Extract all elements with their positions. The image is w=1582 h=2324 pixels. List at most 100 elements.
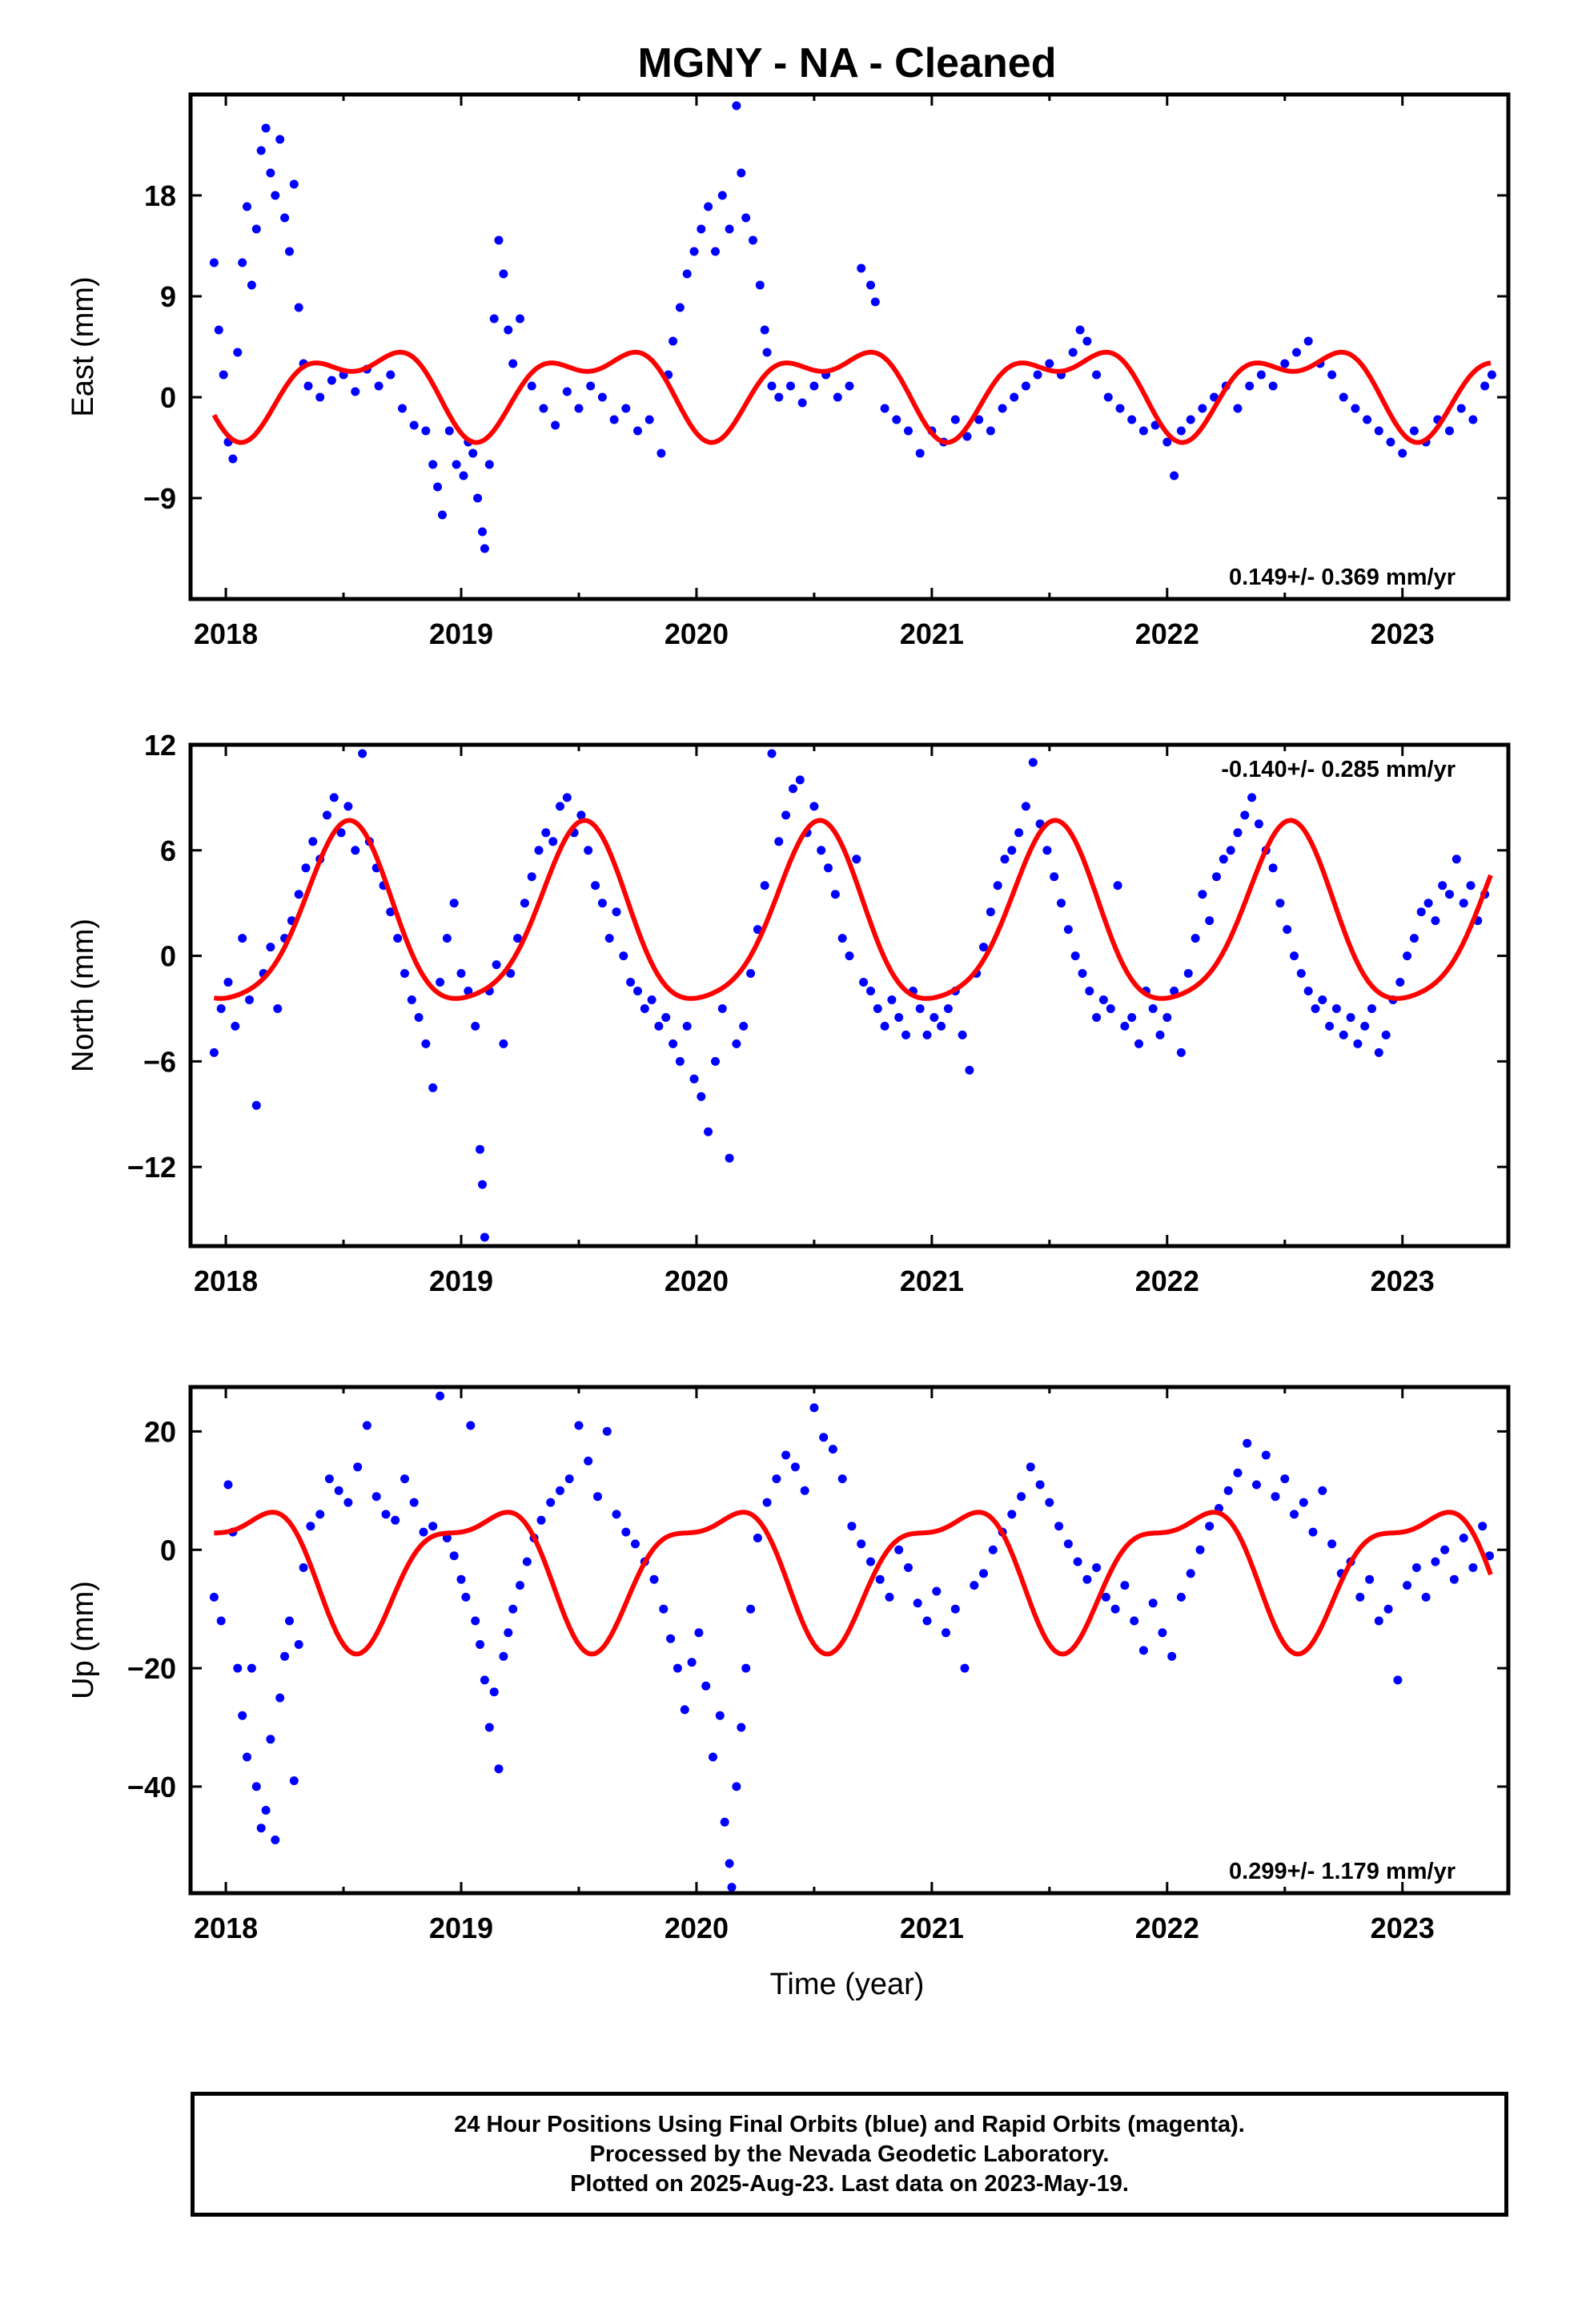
- east-data-point: [974, 415, 984, 424]
- north-data-point: [1127, 1013, 1137, 1022]
- up-data-point: [680, 1705, 689, 1715]
- up-data-point: [720, 1817, 729, 1827]
- up-data-point: [251, 1782, 261, 1791]
- north-data-point: [527, 872, 536, 882]
- north-data-point: [400, 969, 409, 978]
- up-data-point: [471, 1616, 480, 1626]
- north-data-point: [1183, 969, 1193, 978]
- north-data-point: [1466, 881, 1476, 891]
- up-data-point: [466, 1421, 476, 1430]
- up-data-point: [461, 1592, 471, 1602]
- north-data-point: [480, 1232, 489, 1242]
- north-x-tick-label: 2021: [900, 1265, 964, 1297]
- north-data-point: [937, 1021, 946, 1031]
- east-data-point: [1480, 381, 1490, 391]
- north-data-point: [393, 934, 403, 943]
- east-x-tick-label: 2021: [900, 617, 964, 650]
- east-data-point: [409, 420, 419, 430]
- up-data-point: [261, 1806, 271, 1815]
- up-data-point: [1063, 1539, 1073, 1549]
- up-data-point: [1449, 1574, 1459, 1584]
- up-data-point: [436, 1391, 445, 1401]
- up-data-point: [1440, 1545, 1450, 1554]
- up-data-point: [1007, 1510, 1017, 1519]
- east-data-point: [998, 404, 1007, 413]
- north-data-point: [717, 1004, 727, 1013]
- east-data-marks: [209, 101, 1496, 553]
- north-data-point: [647, 995, 656, 1004]
- up-data-point: [584, 1456, 593, 1466]
- north-data-point: [901, 1030, 910, 1039]
- up-data-point: [266, 1735, 275, 1744]
- north-data-point: [817, 846, 826, 855]
- north-data-point: [1063, 925, 1073, 935]
- footer-line-1: 24 Hour Positions Using Final Orbits (bl…: [454, 2112, 1245, 2137]
- east-data-point: [1245, 381, 1255, 391]
- up-data-point: [476, 1640, 484, 1649]
- east-panel: 2018 2019 2020 2021 2022 2023 −9 0 9 18 East (mm)…: [66, 92, 1511, 650]
- up-data-point: [391, 1515, 400, 1525]
- up-data-point: [1054, 1522, 1064, 1531]
- east-data-point: [962, 432, 972, 441]
- east-data-point: [1103, 392, 1113, 402]
- east-data-point: [527, 381, 536, 391]
- up-data-point: [1130, 1616, 1139, 1626]
- east-y-tick-label: −9: [143, 482, 176, 515]
- east-data-point: [1162, 437, 1172, 447]
- north-data-point: [781, 810, 791, 820]
- up-data-point: [1101, 1592, 1110, 1602]
- north-data-point: [1007, 846, 1017, 855]
- up-data-point: [362, 1421, 371, 1430]
- north-data-point: [824, 863, 833, 873]
- north-data-point: [266, 943, 275, 952]
- up-data-point: [727, 1883, 737, 1892]
- up-data-point: [1374, 1616, 1383, 1626]
- north-data-point: [894, 1013, 904, 1022]
- north-data-point: [1296, 969, 1306, 978]
- north-data-point: [301, 863, 311, 873]
- north-x-tick-label: 2018: [194, 1265, 258, 1297]
- up-data-point: [1485, 1551, 1494, 1561]
- north-data-point: [421, 1039, 431, 1048]
- north-y-tick-label: 6: [160, 834, 176, 867]
- north-data-point: [930, 1013, 939, 1022]
- east-data-point: [1303, 336, 1313, 346]
- up-data-point: [950, 1604, 960, 1614]
- north-data-point: [993, 881, 1002, 891]
- east-data-point: [243, 202, 251, 211]
- north-data-point: [386, 907, 396, 917]
- north-data-point: [760, 881, 769, 891]
- up-data-point: [315, 1510, 325, 1519]
- north-data-point: [746, 969, 756, 978]
- east-data-point: [214, 325, 223, 335]
- east-data-point: [233, 348, 243, 357]
- east-data-point: [468, 448, 478, 458]
- up-data-point: [1205, 1522, 1215, 1531]
- east-x-tick-label: 2020: [665, 617, 729, 650]
- east-data-point: [289, 179, 299, 189]
- up-data-point: [294, 1640, 303, 1649]
- north-data-point: [1318, 995, 1327, 1004]
- up-data-point: [456, 1574, 466, 1584]
- up-panel: 2018 2019 2020 2021 2022 2023 −40 −20 0 20 Up (mm…: [66, 1385, 1511, 1944]
- east-data-point: [597, 392, 607, 402]
- up-data-point: [1468, 1563, 1478, 1572]
- up-data-point: [484, 1723, 494, 1732]
- north-data-point: [1339, 1030, 1348, 1039]
- up-x-tick-label: 2022: [1135, 1912, 1199, 1944]
- east-axis-ticks: 2018 2019 2020 2021 2022 2023 −9 0 9 18: [143, 94, 1508, 650]
- east-data-point: [762, 348, 772, 357]
- up-data-point: [753, 1534, 762, 1542]
- up-data-point: [1327, 1539, 1337, 1549]
- up-data-point: [1167, 1651, 1177, 1661]
- north-data-point: [308, 837, 318, 846]
- up-data-point: [1403, 1581, 1412, 1590]
- north-data-point: [880, 1021, 889, 1031]
- north-data-point: [1113, 881, 1122, 891]
- up-data-point: [1195, 1545, 1205, 1554]
- north-data-point: [1021, 802, 1030, 811]
- north-data-point: [675, 1056, 685, 1066]
- east-data-point: [516, 314, 524, 324]
- north-data-point: [223, 978, 233, 987]
